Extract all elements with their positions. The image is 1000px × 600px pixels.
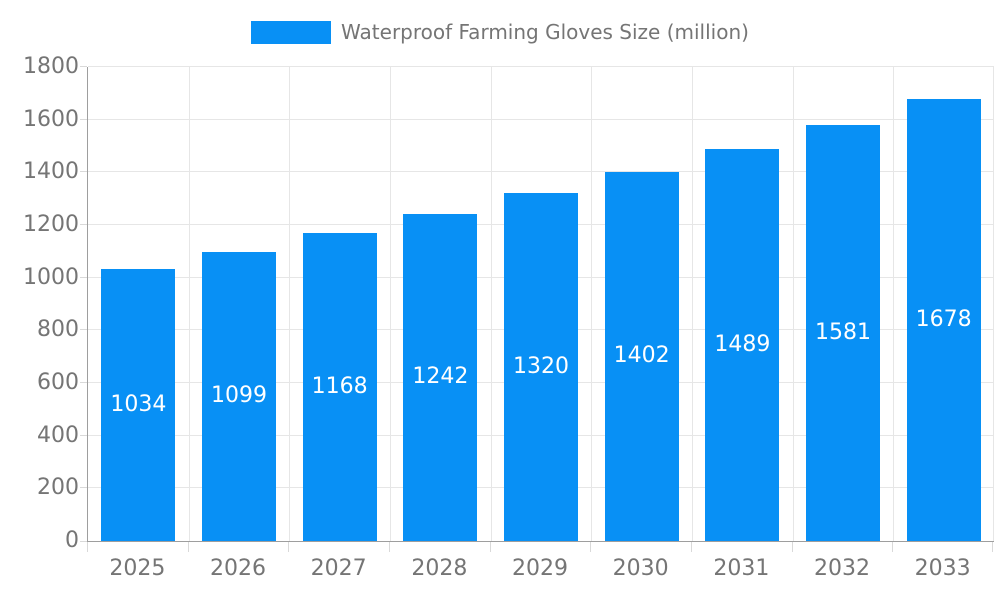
y-axis-tick [80, 434, 87, 436]
gridline-vertical [993, 67, 994, 541]
x-axis-tick [187, 542, 189, 552]
bar-value-label: 1034 [110, 391, 167, 417]
y-axis-tick-label: 1400 [23, 159, 79, 185]
x-axis-tick-label: 2028 [411, 556, 468, 581]
x-axis: 2025 2026 2027 2028 2029 2030 2031 2032 2033 [87, 556, 993, 586]
bar [302, 233, 377, 541]
bar [202, 251, 276, 541]
bar-value-label: 1489 [714, 331, 771, 357]
legend-swatch [251, 20, 332, 44]
x-axis-tick [489, 542, 491, 552]
y-axis-tick [80, 66, 87, 67]
legend-label: Waterproof Farming Gloves Size (million) [341, 20, 749, 44]
x-axis-tick-label: 2032 [813, 556, 870, 581]
bar [403, 213, 478, 541]
bar [705, 148, 780, 541]
bar-value-label: 1320 [512, 354, 569, 380]
gridline-vertical [289, 67, 291, 541]
gridline-horizontal [88, 118, 994, 120]
x-axis-tick-label: 2026 [209, 556, 266, 581]
gridline-vertical [692, 67, 693, 541]
bar-value-label: 1678 [915, 307, 972, 333]
y-axis-tick [80, 541, 87, 542]
bar [906, 99, 981, 541]
x-axis-tick [791, 542, 793, 552]
x-axis-tick [288, 542, 290, 552]
gridline-vertical [490, 67, 492, 541]
y-axis-tick [80, 171, 87, 173]
x-axis-tick [590, 542, 592, 552]
y-axis-tick [80, 224, 87, 225]
y-axis-tick-label: 800 [37, 317, 79, 343]
gridline-vertical [591, 67, 593, 541]
gridline-horizontal [88, 66, 994, 67]
y-axis-tick [80, 276, 87, 278]
x-axis-tick [389, 542, 390, 552]
y-axis-tick [80, 118, 87, 120]
gridline-vertical [390, 67, 391, 541]
x-axis-tick-label: 2030 [612, 556, 669, 581]
y-axis-tick-label: 0 [65, 528, 79, 553]
x-axis-tick-label: 2031 [713, 556, 770, 581]
y-axis-tick-label: 400 [37, 422, 79, 448]
y-axis-tick [80, 487, 87, 489]
gridline-horizontal [88, 171, 994, 173]
x-axis-tick [691, 542, 692, 552]
bar-value-label: 1099 [210, 383, 267, 409]
x-axis-tick [992, 542, 993, 552]
y-axis-tick [80, 382, 87, 383]
x-axis-tick-label: 2029 [511, 556, 568, 581]
gridline-vertical [792, 67, 794, 541]
bar [806, 124, 880, 541]
bar [504, 193, 578, 541]
y-axis-tick-label: 1600 [23, 106, 79, 132]
bar-value-label: 1242 [412, 364, 469, 390]
gridline-vertical [188, 67, 190, 541]
x-axis-tick-label: 2025 [109, 556, 166, 581]
y-axis-tick-label: 1000 [23, 264, 79, 290]
plot-area: 1034 1099 1168 1242 1320 1402 1489 1581 1678 [87, 66, 994, 542]
bar-value-label: 1402 [613, 343, 670, 369]
y-axis-tick-label: 1200 [23, 212, 79, 237]
bar-value-label: 1581 [814, 319, 871, 345]
gridline-vertical [893, 67, 895, 541]
y-axis-tick-label: 1800 [23, 54, 79, 79]
y-axis-tick-label: 200 [37, 475, 79, 501]
bar-value-label: 1168 [311, 374, 368, 400]
x-axis-tick-label: 2027 [310, 556, 367, 581]
y-axis-tick-label: 600 [37, 370, 79, 395]
x-axis-tick [892, 542, 894, 552]
x-axis-tick-label: 2033 [914, 556, 971, 581]
y-axis-tick [80, 329, 87, 331]
legend: Waterproof Farming Gloves Size (million) [0, 20, 1000, 44]
x-axis-tick [87, 542, 88, 552]
bar [604, 171, 679, 541]
bar [101, 268, 176, 541]
